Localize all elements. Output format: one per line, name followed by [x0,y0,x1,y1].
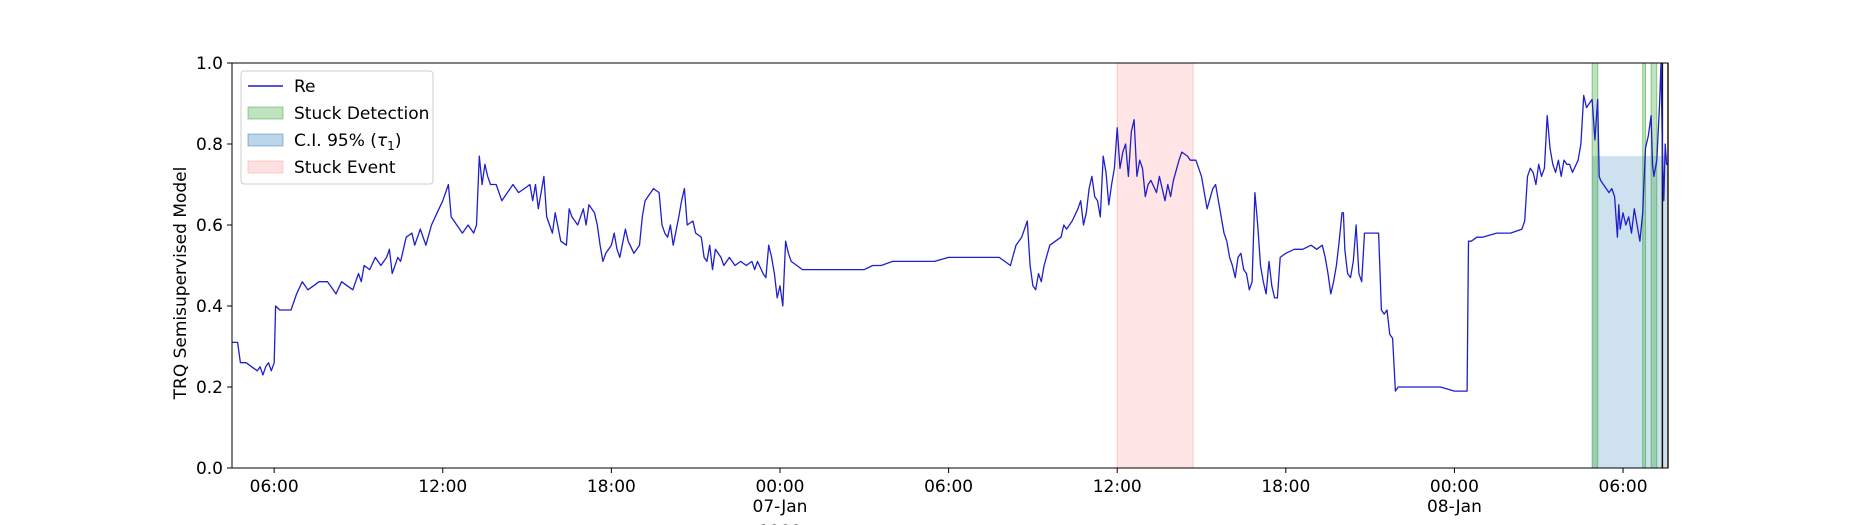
legend-label: Stuck Detection [294,104,429,124]
series-line-re [232,62,1668,392]
y-tick-label: 0.0 [196,459,223,479]
legend-label: C.I. 95% (τ1) [294,131,401,153]
legend-patch-swatch [247,106,284,120]
legend: Re Stuck Detection C.I. 95% (τ1) Stuck Even… [240,70,434,185]
plot-frame [231,62,1669,469]
legend-label: Re [294,77,316,97]
stuck-detection-band [1591,62,1599,469]
axes: 0.00.20.40.60.81.006:00 12:00 18:00 00:0007… [196,54,1669,525]
x-tick-label: 18:00 [587,477,636,497]
stuck-event-band [1116,62,1194,469]
x-tick-date-label: 07-Jan [753,497,808,517]
x-tick-label: 00:00 [755,477,804,497]
y-tick-label: 0.8 [196,135,223,155]
legend-box [240,70,434,185]
ci-band [1592,156,1668,468]
series-lines [232,62,1668,392]
x-tick-year-label: 1900 [758,522,801,525]
x-tick-label: 00:00 [1430,477,1479,497]
y-axis-label: TRQ Semisupervised Model [171,167,191,401]
x-tick-label: 12:00 [418,477,467,497]
legend-label: Stuck Event [294,158,396,178]
legend-patch-swatch [247,133,284,147]
x-tick-date-label: 08-Jan [1427,497,1482,517]
y-tick-label: 0.2 [196,378,223,398]
y-tick-label: 1.0 [196,54,223,74]
y-tick-label: 0.4 [196,297,223,317]
x-tick-label: 06:00 [924,477,973,497]
legend-patch-swatch [247,160,284,174]
x-tick-label: 06:00 [250,477,299,497]
x-tick-label: 12:00 [1093,477,1142,497]
shaded-regions [1116,62,1669,469]
stuck-detection-band [1642,62,1647,469]
y-tick-label: 0.6 [196,216,223,236]
x-tick-label: 06:00 [1599,477,1648,497]
x-tick-label: 18:00 [1261,477,1310,497]
